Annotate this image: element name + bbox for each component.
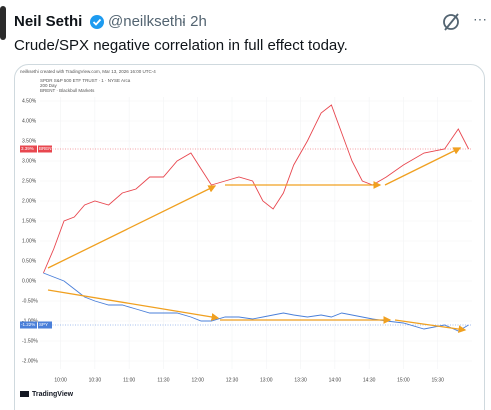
series-badge <box>38 321 52 329</box>
tweet-text: Crude/SPX negative correlation in full e… <box>14 37 348 54</box>
x-tick-label: 14:00 <box>329 377 342 383</box>
y-tick-label: -1.50% <box>22 338 38 344</box>
series-name: SPY <box>39 322 48 327</box>
x-tick-label: 14:30 <box>363 377 376 383</box>
chart-footer: TradingView <box>32 391 74 398</box>
x-tick-label: 12:00 <box>191 377 204 383</box>
y-tick-label: 3.50% <box>22 138 37 144</box>
legend-entry: 200 Day <box>40 83 58 88</box>
y-tick-label: 4.00% <box>22 118 37 124</box>
author-handle[interactable]: @neilksethi <box>108 13 186 30</box>
y-tick-label: -2.00% <box>22 358 38 364</box>
y-tick-label: 1.00% <box>22 238 37 244</box>
x-tick-label: 13:00 <box>260 377 273 383</box>
x-tick-label: 11:00 <box>123 377 135 383</box>
y-tick-label: 0.50% <box>22 258 37 264</box>
value-badge <box>20 145 37 153</box>
x-tick-label: 11:30 <box>157 377 169 383</box>
author-name[interactable]: Neil Sethi <box>14 13 82 30</box>
value-badge <box>20 321 37 329</box>
series-badge <box>38 145 52 153</box>
y-tick-label: 0.00% <box>22 278 37 284</box>
y-tick-label: -1.00% <box>22 318 38 324</box>
x-tick-label: 10:00 <box>54 377 67 383</box>
value-label: -1.22% <box>21 322 35 327</box>
x-tick-label: 13:30 <box>294 377 307 383</box>
grok-icon[interactable] <box>443 13 459 31</box>
legend-entry: BRENT · Blackbull Markets <box>40 88 95 93</box>
y-tick-label: 1.50% <box>22 218 37 224</box>
annotation-arrows <box>47 147 467 333</box>
x-tick-label: 10:30 <box>89 377 102 383</box>
y-tick-label: 2.50% <box>22 178 37 184</box>
series-name: BRENT <box>39 146 55 151</box>
legend-entry: SPDR S&P 500 ETF TRUST · 1 · NYSE Arca <box>40 78 131 83</box>
more-button[interactable]: ··· <box>473 11 487 27</box>
avatar[interactable] <box>0 6 6 40</box>
y-tick-label: 3.00% <box>22 158 37 164</box>
x-tick-label: 15:00 <box>397 377 410 383</box>
tradingview-logo <box>20 391 29 397</box>
chart-caption: neilksethi created with TradingView.com,… <box>20 69 156 74</box>
media-frame[interactable] <box>14 64 485 410</box>
x-tick-label: 12:30 <box>226 377 239 383</box>
y-tick-label: 2.00% <box>22 198 37 204</box>
y-tick-label: 4.50% <box>22 98 37 104</box>
value-label: 3.39% <box>21 146 34 151</box>
x-tick-label: 15:30 <box>431 377 444 383</box>
verified-badge <box>90 15 104 29</box>
post-time[interactable]: · 2h <box>181 13 207 30</box>
y-tick-label: -0.50% <box>22 298 38 304</box>
